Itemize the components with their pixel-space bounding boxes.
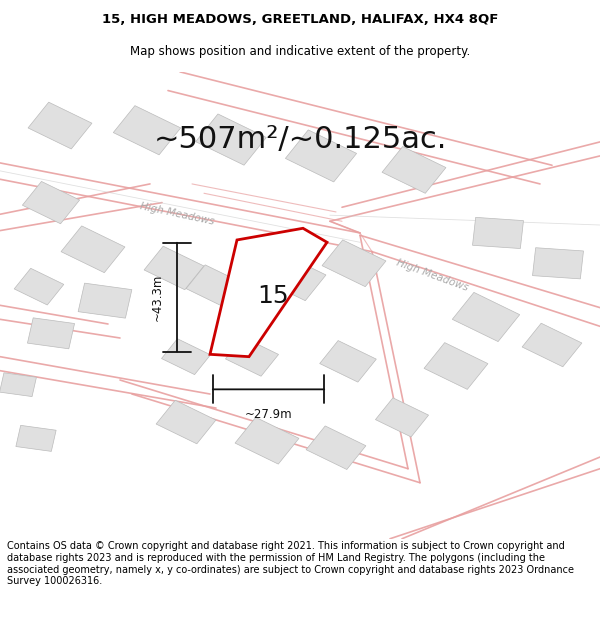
- Text: ~507m²/~0.125ac.: ~507m²/~0.125ac.: [154, 125, 446, 154]
- Text: ~27.9m: ~27.9m: [245, 408, 292, 421]
- Polygon shape: [226, 337, 278, 376]
- Polygon shape: [61, 226, 125, 272]
- Polygon shape: [186, 265, 246, 308]
- Text: High Meadows: High Meadows: [139, 201, 215, 227]
- Polygon shape: [16, 426, 56, 451]
- Polygon shape: [0, 372, 37, 397]
- Polygon shape: [28, 318, 74, 349]
- Polygon shape: [452, 292, 520, 342]
- Polygon shape: [113, 106, 181, 155]
- Polygon shape: [235, 418, 299, 464]
- Polygon shape: [306, 426, 366, 469]
- Text: 15: 15: [257, 284, 289, 308]
- Polygon shape: [424, 342, 488, 389]
- Polygon shape: [382, 146, 446, 193]
- Polygon shape: [522, 323, 582, 367]
- Polygon shape: [376, 398, 428, 437]
- Polygon shape: [320, 341, 376, 382]
- Polygon shape: [156, 400, 216, 444]
- Text: Map shows position and indicative extent of the property.: Map shows position and indicative extent…: [130, 44, 470, 58]
- Text: Contains OS data © Crown copyright and database right 2021. This information is : Contains OS data © Crown copyright and d…: [7, 541, 574, 586]
- Polygon shape: [322, 240, 386, 287]
- Polygon shape: [210, 228, 327, 357]
- Polygon shape: [78, 283, 132, 318]
- Polygon shape: [28, 102, 92, 149]
- Polygon shape: [262, 254, 326, 301]
- Polygon shape: [473, 217, 523, 249]
- Polygon shape: [14, 268, 64, 305]
- Polygon shape: [22, 181, 80, 224]
- Text: High Meadows: High Meadows: [395, 258, 469, 292]
- Polygon shape: [196, 114, 266, 165]
- Text: ~43.3m: ~43.3m: [151, 274, 164, 321]
- Polygon shape: [533, 248, 583, 279]
- Text: 15, HIGH MEADOWS, GREETLAND, HALIFAX, HX4 8QF: 15, HIGH MEADOWS, GREETLAND, HALIFAX, HX…: [102, 13, 498, 26]
- Polygon shape: [286, 130, 356, 182]
- Polygon shape: [161, 339, 211, 374]
- Polygon shape: [144, 246, 204, 290]
